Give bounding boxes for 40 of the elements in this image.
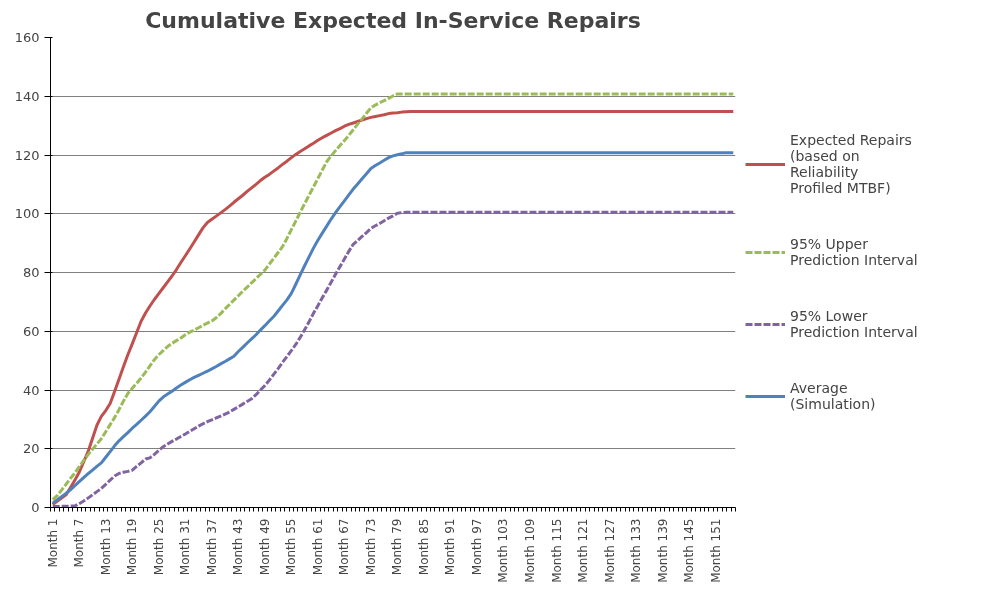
x-tick-label: Month 133 bbox=[629, 518, 644, 583]
x-tick-label: Month 61 bbox=[310, 518, 325, 576]
y-tick-label: 140 bbox=[14, 88, 40, 104]
x-tick-label: Month 109 bbox=[523, 518, 537, 583]
x-tick-label: Month 7 bbox=[72, 518, 87, 568]
y-tick-label: 100 bbox=[14, 206, 40, 222]
x-tick-label: Month 49 bbox=[257, 518, 272, 576]
x-tick-label: Month 139 bbox=[655, 518, 670, 583]
x-tick-label: Month 43 bbox=[231, 518, 246, 576]
y-tick-label: 160 bbox=[14, 30, 40, 45]
y-tick-label: 120 bbox=[14, 147, 40, 163]
x-tick-label: Month 85 bbox=[416, 518, 431, 576]
y-tick-label: 0 bbox=[31, 500, 40, 515]
x-tick-label: Month 19 bbox=[125, 518, 140, 576]
x-tick-label: Month 151 bbox=[708, 518, 723, 583]
x-tick-label: Month 127 bbox=[602, 518, 617, 583]
legend-label: Expected Repairs (based on Reliability Profiled MTBF) bbox=[790, 132, 912, 196]
x-tick-label: Month 73 bbox=[363, 518, 378, 576]
x-tick-label: Month 13 bbox=[98, 518, 113, 576]
y-tick-label: 20 bbox=[22, 441, 40, 457]
y-tick-label: 60 bbox=[22, 323, 40, 339]
y-tick-label: 40 bbox=[22, 382, 40, 398]
x-tick-label: Month 25 bbox=[151, 518, 166, 576]
x-tick-label: Month 97 bbox=[469, 518, 484, 576]
x-tick-label: Month 121 bbox=[576, 518, 591, 583]
x-tick-label: Month 1 bbox=[45, 518, 60, 568]
x-tick-label: Month 55 bbox=[284, 518, 299, 576]
x-tick-label: Month 91 bbox=[443, 518, 458, 576]
x-tick-label: Month 67 bbox=[337, 518, 352, 576]
x-tick-label: Month 145 bbox=[682, 518, 697, 583]
legend-label: 95% Upper Prediction Interval bbox=[790, 236, 918, 268]
x-tick-label: Month 103 bbox=[496, 518, 511, 583]
y-tick-label: 80 bbox=[22, 265, 40, 280]
x-tick-label: Month 115 bbox=[549, 518, 564, 583]
legend-label: 95% Lower Prediction Interval bbox=[790, 308, 918, 340]
chart-title: Cumulative Expected In-Service Repairs bbox=[145, 7, 641, 33]
x-tick-label: Month 79 bbox=[390, 518, 405, 576]
x-tick-label: Month 31 bbox=[178, 518, 193, 576]
legend-label: Average (Simulation) bbox=[790, 380, 876, 412]
x-tick-label: Month 37 bbox=[204, 518, 219, 576]
